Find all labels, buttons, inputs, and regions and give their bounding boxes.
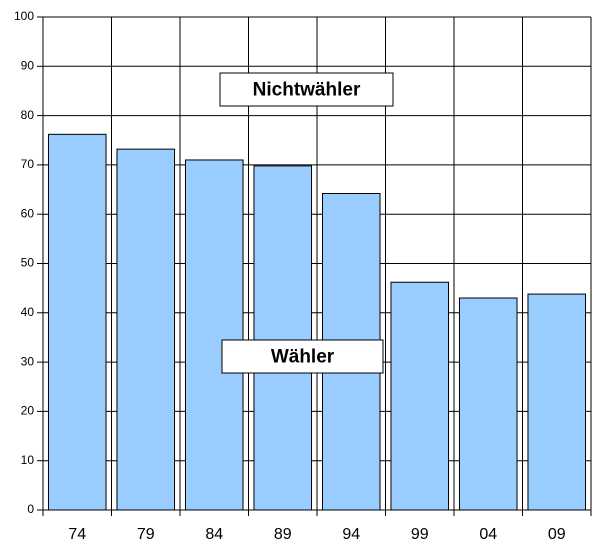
y-tick-label: 60 — [21, 206, 35, 220]
bar — [390, 281, 450, 511]
y-tick-label: 50 — [21, 256, 35, 270]
y-tick-label: 80 — [21, 108, 35, 122]
bar — [458, 297, 518, 511]
annotation-box — [221, 339, 384, 374]
y-tick-label: 40 — [21, 305, 35, 319]
annotation-box — [219, 72, 394, 107]
y-tick-label: 30 — [21, 354, 35, 368]
y-tick-label: 10 — [21, 453, 35, 467]
x-tick-label: 94 — [342, 526, 360, 543]
x-tick-label: 99 — [411, 526, 429, 543]
annotation: Nichtwähler — [253, 80, 361, 101]
bar — [116, 148, 176, 511]
x-tick-label: 09 — [548, 526, 566, 543]
x-tick-label: 79 — [137, 526, 155, 543]
y-tick-label: 70 — [21, 157, 35, 171]
y-tick-label: 100 — [14, 9, 34, 23]
bar — [253, 165, 313, 511]
y-tick-label: 0 — [27, 502, 34, 516]
y-tick-label: 20 — [21, 404, 35, 418]
bar — [184, 159, 244, 511]
x-tick-label: 89 — [274, 526, 292, 543]
x-tick-label: 84 — [205, 526, 223, 543]
x-tick-label: 04 — [479, 526, 497, 543]
annotation: Wähler — [271, 347, 335, 368]
bar — [527, 293, 587, 511]
x-tick-label: 74 — [68, 526, 86, 543]
y-tick-label: 90 — [21, 58, 35, 72]
bar — [47, 133, 107, 511]
